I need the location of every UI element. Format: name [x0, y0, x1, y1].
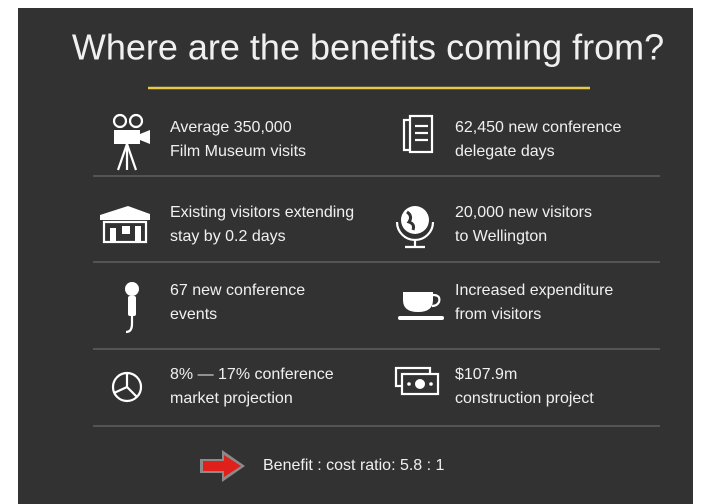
icon-microphone	[125, 282, 139, 334]
icon-house	[100, 206, 150, 244]
benefit-text: Increased expenditure	[455, 282, 613, 299]
benefit-text: Average 350,000	[170, 119, 292, 136]
benefit-text: events	[170, 306, 217, 323]
icon-film-camera	[112, 113, 150, 171]
icon-globe	[395, 206, 435, 249]
icon-documents	[402, 114, 434, 154]
benefit-text: construction project	[455, 390, 594, 407]
slide-background	[18, 8, 693, 504]
footer-ratio: Benefit : cost ratio: 5.8 : 1	[263, 457, 445, 474]
icon-money	[394, 366, 440, 396]
benefit-text: delegate days	[455, 143, 555, 160]
benefit-text: stay by 0.2 days	[170, 228, 286, 245]
separators	[93, 175, 660, 427]
benefit-text: Film Museum visits	[170, 143, 306, 160]
slide-title: Where are the benefits coming from?	[72, 27, 664, 68]
icon-cup	[398, 292, 444, 320]
benefit-text: 62,450 new conference	[455, 119, 621, 136]
benefit-text: market projection	[170, 390, 293, 407]
benefit-text: Existing visitors extending	[170, 204, 354, 221]
benefit-text: 20,000 new visitors	[455, 204, 592, 221]
benefit-text: 8% — 17% conference	[170, 366, 334, 383]
benefit-text: $107.9m	[455, 366, 517, 383]
icon-pie	[111, 371, 143, 403]
benefit-text: from visitors	[455, 306, 541, 323]
benefit-text: to Wellington	[455, 228, 547, 245]
arrow	[200, 450, 245, 482]
benefit-text: 67 new conference	[170, 282, 305, 299]
